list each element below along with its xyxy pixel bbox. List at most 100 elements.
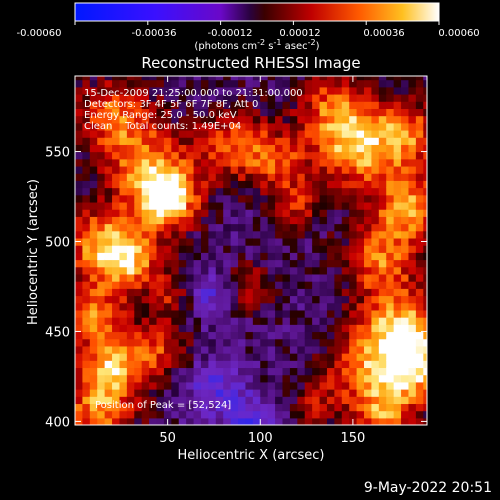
heatmap-cell	[245, 180, 254, 189]
heatmap-cell	[112, 417, 121, 425]
heatmap-cell	[267, 302, 276, 311]
heatmap-cell	[215, 374, 224, 383]
heatmap-cell	[163, 194, 172, 203]
heatmap-cell	[75, 273, 84, 282]
heatmap-cell	[282, 353, 291, 361]
heatmap-cell	[112, 108, 121, 117]
heatmap-cell	[119, 122, 128, 131]
heatmap-cell	[326, 129, 335, 138]
heatmap-cell	[156, 302, 165, 311]
heatmap-cell	[163, 122, 172, 131]
heatmap-cell	[415, 201, 424, 210]
heatmap-cell	[193, 129, 202, 138]
heatmap-cell	[326, 331, 335, 340]
heatmap-cell	[141, 165, 150, 174]
heatmap-cell	[200, 101, 209, 109]
heatmap-cell	[215, 180, 224, 189]
heatmap-cell	[112, 194, 121, 203]
heatmap-cell	[193, 76, 202, 81]
heatmap-cell	[319, 93, 328, 102]
heatmap-cell	[82, 324, 91, 333]
heatmap-cell	[119, 381, 128, 390]
heatmap-cell	[119, 151, 128, 160]
heatmap-cell	[275, 345, 284, 354]
heatmap-cell	[415, 129, 424, 138]
heatmap-cell	[82, 151, 91, 160]
heatmap-cell	[104, 165, 113, 174]
heatmap-cell	[282, 410, 291, 419]
heatmap-cell	[334, 266, 343, 275]
heatmap-cell	[267, 259, 276, 268]
heatmap-cell	[186, 79, 195, 88]
heatmap-cell	[289, 295, 298, 304]
heatmap-cell	[334, 353, 343, 361]
heatmap-cell	[371, 381, 380, 390]
heatmap-cell	[252, 86, 261, 95]
heatmap-cell	[171, 137, 180, 145]
heatmap-cell	[230, 259, 239, 268]
heatmap-cell	[260, 403, 269, 412]
heatmap-cell	[393, 129, 402, 138]
heatmap-cell	[126, 76, 135, 81]
heatmap-cell	[245, 237, 254, 246]
heatmap-cell	[341, 281, 350, 289]
heatmap-cell	[378, 129, 387, 138]
heatmap-cell	[75, 144, 84, 153]
heatmap-cell	[230, 295, 239, 304]
heatmap-cell	[297, 266, 306, 275]
heatmap-cell	[193, 115, 202, 124]
heatmap-cell	[401, 86, 410, 95]
heatmap-cell	[393, 144, 402, 153]
heatmap-cell	[119, 201, 128, 210]
heatmap-cell	[408, 331, 417, 340]
heatmap-cell	[319, 230, 328, 239]
heatmap-cell	[386, 209, 395, 217]
heatmap-cell	[401, 137, 410, 145]
heatmap-cell	[297, 381, 306, 390]
heatmap-cell	[245, 302, 254, 311]
heatmap-cell	[171, 201, 180, 210]
heatmap-cell	[252, 353, 261, 361]
heatmap-cell	[75, 122, 84, 131]
heatmap-cell	[371, 93, 380, 102]
heatmap-cell	[134, 209, 143, 217]
heatmap-cell	[134, 281, 143, 289]
heatmap-cell	[267, 180, 276, 189]
heatmap-cell	[378, 158, 387, 167]
heatmap-cell	[82, 403, 91, 412]
heatmap-cell	[238, 187, 247, 196]
heatmap-cell	[238, 360, 247, 369]
heatmap-cell	[349, 101, 358, 109]
heatmap-cell	[289, 381, 298, 390]
heatmap-cell	[275, 396, 284, 405]
heatmap-cell	[401, 144, 410, 153]
heatmap-cell	[408, 223, 417, 232]
heatmap-cell	[215, 259, 224, 268]
heatmap-cell	[82, 288, 91, 297]
heatmap-cell	[282, 317, 291, 325]
heatmap-cell	[326, 115, 335, 124]
heatmap-cell	[356, 259, 365, 268]
heatmap-cell	[82, 108, 91, 117]
heatmap-cell	[230, 252, 239, 261]
heatmap-cell	[282, 331, 291, 340]
heatmap-cell	[112, 122, 121, 131]
heatmap-cell	[171, 158, 180, 167]
heatmap-cell	[349, 302, 358, 311]
heatmap-cell	[89, 79, 98, 88]
heatmap-cell	[126, 115, 135, 124]
heatmap-cell	[378, 259, 387, 268]
heatmap-cell	[230, 331, 239, 340]
heatmap-cell	[230, 266, 239, 275]
heatmap-cell	[82, 302, 91, 311]
heatmap-cell	[193, 216, 202, 225]
heatmap-cell	[275, 137, 284, 145]
heatmap-cell	[215, 245, 224, 253]
heatmap-cell	[149, 345, 158, 354]
heatmap-cell	[252, 129, 261, 138]
heatmap-cell	[378, 295, 387, 304]
heatmap-cell	[245, 108, 254, 117]
heatmap-cell	[356, 122, 365, 131]
heatmap-cell	[89, 324, 98, 333]
heatmap-cell	[364, 151, 373, 160]
